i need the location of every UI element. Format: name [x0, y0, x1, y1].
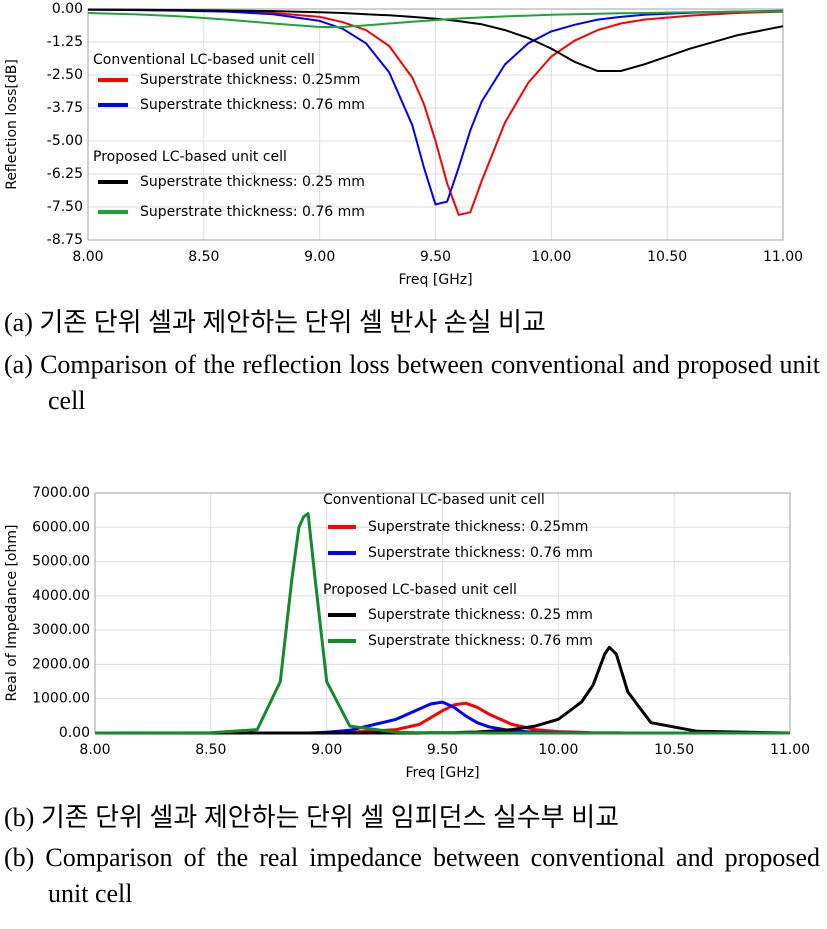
y-tick-label: 3000.00 [32, 622, 90, 638]
chart: 0.00 1000.00 2000.00 3000.00 4000.00 5000.00 6… [4, 485, 810, 781]
x-tick-label: 8.50 [188, 249, 219, 265]
x-tick-label: 8.00 [79, 742, 110, 758]
legend-title: Proposed LC-based unit cell [93, 149, 287, 165]
y-tick-label: 0.00 [59, 725, 90, 741]
x-tick-label: 11.00 [770, 742, 810, 758]
y-tick-label: -7.50 [47, 199, 83, 215]
y-tick-label: -5.00 [47, 133, 83, 149]
x-axis-title: Freq [GHz] [398, 272, 472, 288]
y-tick-label: 5000.00 [32, 554, 90, 570]
legend-label: Superstrate thickness: 0.25mm [140, 72, 360, 88]
chart: 0.00-1.25-2.50-3.75-5.00-6.25-7.50-8.758… [4, 1, 803, 288]
y-tick-label: 1000.00 [32, 691, 90, 707]
caption: (b) Comparison of the real impedance bet… [4, 843, 820, 908]
legend-label: Superstrate thickness: 0.76 mm [140, 97, 365, 113]
x-tick-label: 8.00 [72, 249, 103, 265]
series-line [95, 512, 790, 735]
x-tick-label: 11.00 [763, 249, 803, 265]
legend-label: Superstrate thickness: 0.76 mm [368, 545, 593, 561]
series-line [88, 8, 783, 206]
legend-label: Superstrate thickness: 0.25 mm [140, 174, 365, 190]
legend-label: Superstrate thickness: 0.76 mm [140, 204, 365, 220]
y-tick-label: -2.50 [47, 67, 83, 83]
series-line [88, 8, 783, 216]
y-tick-label: 7000.00 [32, 485, 90, 501]
x-axis-title: Freq [GHz] [405, 765, 479, 781]
caption: (a) 기존 단위 셀과 제안하는 단위 셀 반사 손실 비교 [4, 308, 546, 337]
plot-border [87, 8, 784, 241]
legend-title: Proposed LC-based unit cell [323, 582, 517, 598]
y-axis-title: Real of Impedance [ohm] [4, 525, 20, 702]
y-tick-label: 4000.00 [32, 588, 90, 604]
legend-title: Conventional LC-based unit cell [93, 52, 315, 68]
y-tick-label: -3.75 [47, 100, 83, 116]
caption: (a) Comparison of the reflection loss be… [4, 350, 820, 415]
y-axis-title: Reflection loss[dB] [4, 59, 20, 190]
y-tick-label: 6000.00 [32, 519, 90, 535]
x-tick-label: 8.50 [195, 742, 226, 758]
y-tick-label: 2000.00 [32, 656, 90, 672]
legend-label: Superstrate thickness: 0.25 mm [368, 607, 593, 623]
x-tick-label: 9.50 [427, 742, 458, 758]
x-tick-label: 9.50 [420, 249, 451, 265]
legend-title: Conventional LC-based unit cell [323, 492, 545, 508]
y-tick-label: -1.25 [47, 34, 83, 50]
x-tick-label: 10.50 [654, 742, 694, 758]
x-tick-label: 10.00 [538, 742, 578, 758]
x-tick-label: 10.50 [647, 249, 687, 265]
legend-label: Superstrate thickness: 0.76 mm [368, 633, 593, 649]
y-tick-label: -6.25 [47, 166, 83, 182]
y-tick-label: -8.75 [47, 232, 83, 248]
series-line [88, 8, 783, 72]
caption: (b) 기존 단위 셀과 제안하는 단위 셀 임피던스 실수부 비교 [4, 803, 620, 832]
legend-label: Superstrate thickness: 0.25mm [368, 519, 588, 535]
x-tick-label: 10.00 [531, 249, 571, 265]
x-tick-label: 9.00 [311, 742, 342, 758]
x-tick-label: 9.00 [304, 249, 335, 265]
y-tick-label: 0.00 [52, 1, 83, 17]
series-line [88, 10, 783, 28]
